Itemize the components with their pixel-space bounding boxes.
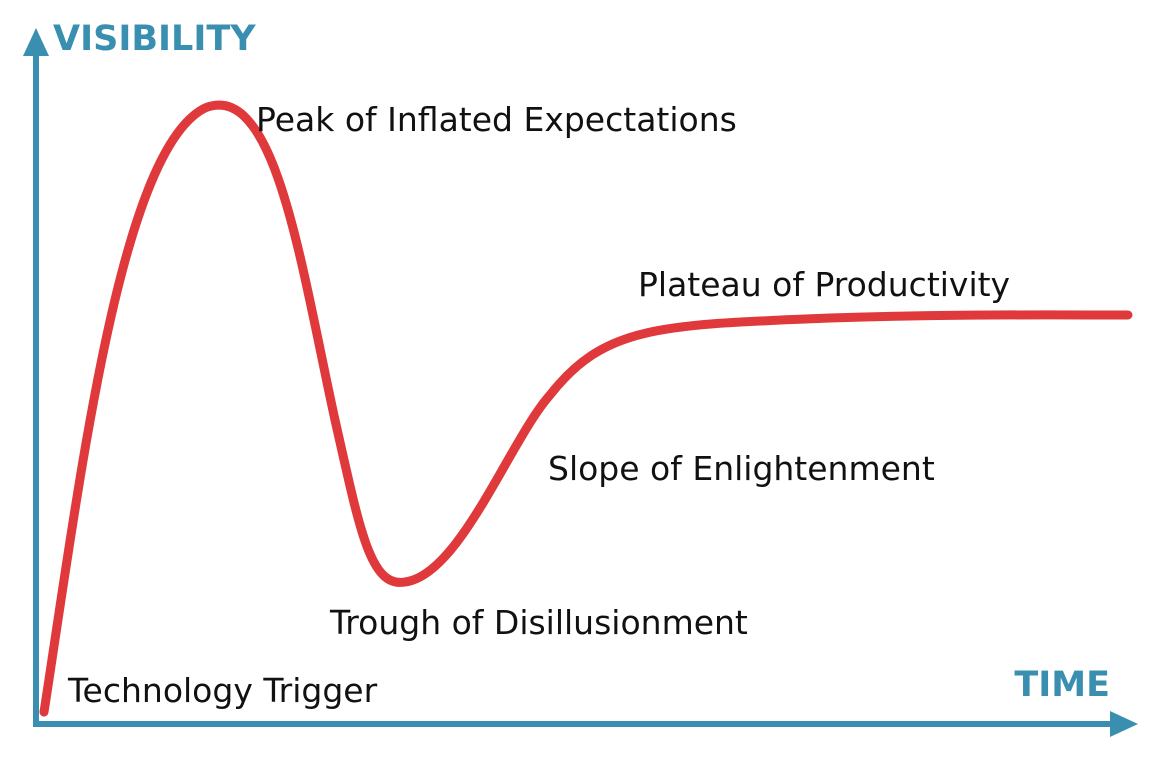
x-axis-arrowhead <box>1110 711 1138 737</box>
x-axis-title: TIME <box>1014 665 1110 705</box>
hype-curve <box>39 100 1133 717</box>
label-plateau-of-productivity: Plateau of Productivity <box>638 265 1010 304</box>
y-axis-arrowhead <box>23 28 49 56</box>
label-slope-of-enlightenment: Slope of Enlightenment <box>548 449 935 488</box>
y-axis-title: VISIBILITY <box>53 19 256 59</box>
label-peak-of-inflated-expectations: Peak of Inflated Expectations <box>256 100 737 139</box>
label-trough-of-disillusionment: Trough of Disillusionment <box>329 603 748 642</box>
label-technology-trigger: Technology Trigger <box>67 671 378 710</box>
